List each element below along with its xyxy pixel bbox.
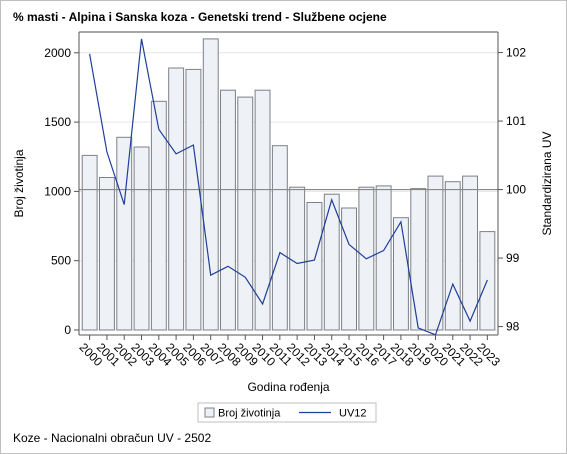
y-tick-label: 0 bbox=[64, 323, 71, 337]
axis-labels: Godina rođenja Broj životinja Standardizir… bbox=[12, 131, 554, 394]
bar-2015 bbox=[341, 207, 358, 331]
legend-swatch-bar bbox=[204, 407, 215, 418]
bar-2001 bbox=[99, 177, 115, 331]
legend-box bbox=[197, 402, 377, 423]
y2-tick-label: 101 bbox=[506, 114, 526, 128]
bar-2000 bbox=[81, 154, 98, 331]
bar-2007 bbox=[202, 38, 219, 331]
bar-2014 bbox=[323, 193, 340, 331]
bar-2004 bbox=[150, 100, 167, 331]
line-series bbox=[89, 38, 488, 336]
bar-2018 bbox=[393, 217, 409, 331]
y-axis-title: Broj životinja bbox=[12, 149, 26, 217]
y2-tick-label: 98 bbox=[506, 320, 520, 334]
bar-2021 bbox=[444, 181, 461, 331]
y2-tick-label: 100 bbox=[506, 183, 526, 197]
bar-2012 bbox=[289, 186, 306, 331]
bar-2009 bbox=[237, 96, 254, 331]
y-tick-label: 1500 bbox=[44, 115, 71, 129]
y2-tick-label: 102 bbox=[506, 46, 526, 60]
chart-title: % masti - Alpina i Sanska koza - Genetsk… bbox=[13, 10, 387, 24]
footnote: Koze - Nacionalni obračun UV - 2502 bbox=[13, 431, 212, 445]
bar-2020 bbox=[427, 175, 444, 331]
bar-2006 bbox=[185, 68, 202, 331]
y-tick-label: 2000 bbox=[44, 46, 71, 60]
bar-2017 bbox=[375, 185, 392, 331]
legend: Broj životinja UV12 bbox=[197, 402, 377, 423]
bar-2013 bbox=[306, 202, 323, 331]
bar-2010 bbox=[254, 89, 271, 331]
legend-label-line: UV12 bbox=[339, 408, 367, 420]
bar-2011 bbox=[271, 145, 288, 331]
bar-series bbox=[81, 38, 496, 331]
legend-label-bar: Broj životinja bbox=[218, 408, 281, 420]
x-axis-title: Godina rođenja bbox=[247, 380, 329, 394]
y-tick-label: 500 bbox=[51, 254, 71, 268]
bar-2002 bbox=[116, 136, 133, 331]
bar-2003 bbox=[133, 146, 150, 331]
y2-axis-title: Standardizirana UV bbox=[540, 131, 554, 235]
y2-tick-label: 99 bbox=[506, 251, 520, 265]
bar-2005 bbox=[168, 67, 185, 331]
y-tick-label: 1000 bbox=[44, 184, 71, 198]
bar-2019 bbox=[410, 188, 427, 331]
bar-2022 bbox=[462, 175, 479, 331]
bar-2008 bbox=[220, 89, 236, 331]
uv12-line bbox=[89, 38, 488, 336]
chart-svg: 0500100015002000989910010110220002001200… bbox=[12, 31, 554, 423]
